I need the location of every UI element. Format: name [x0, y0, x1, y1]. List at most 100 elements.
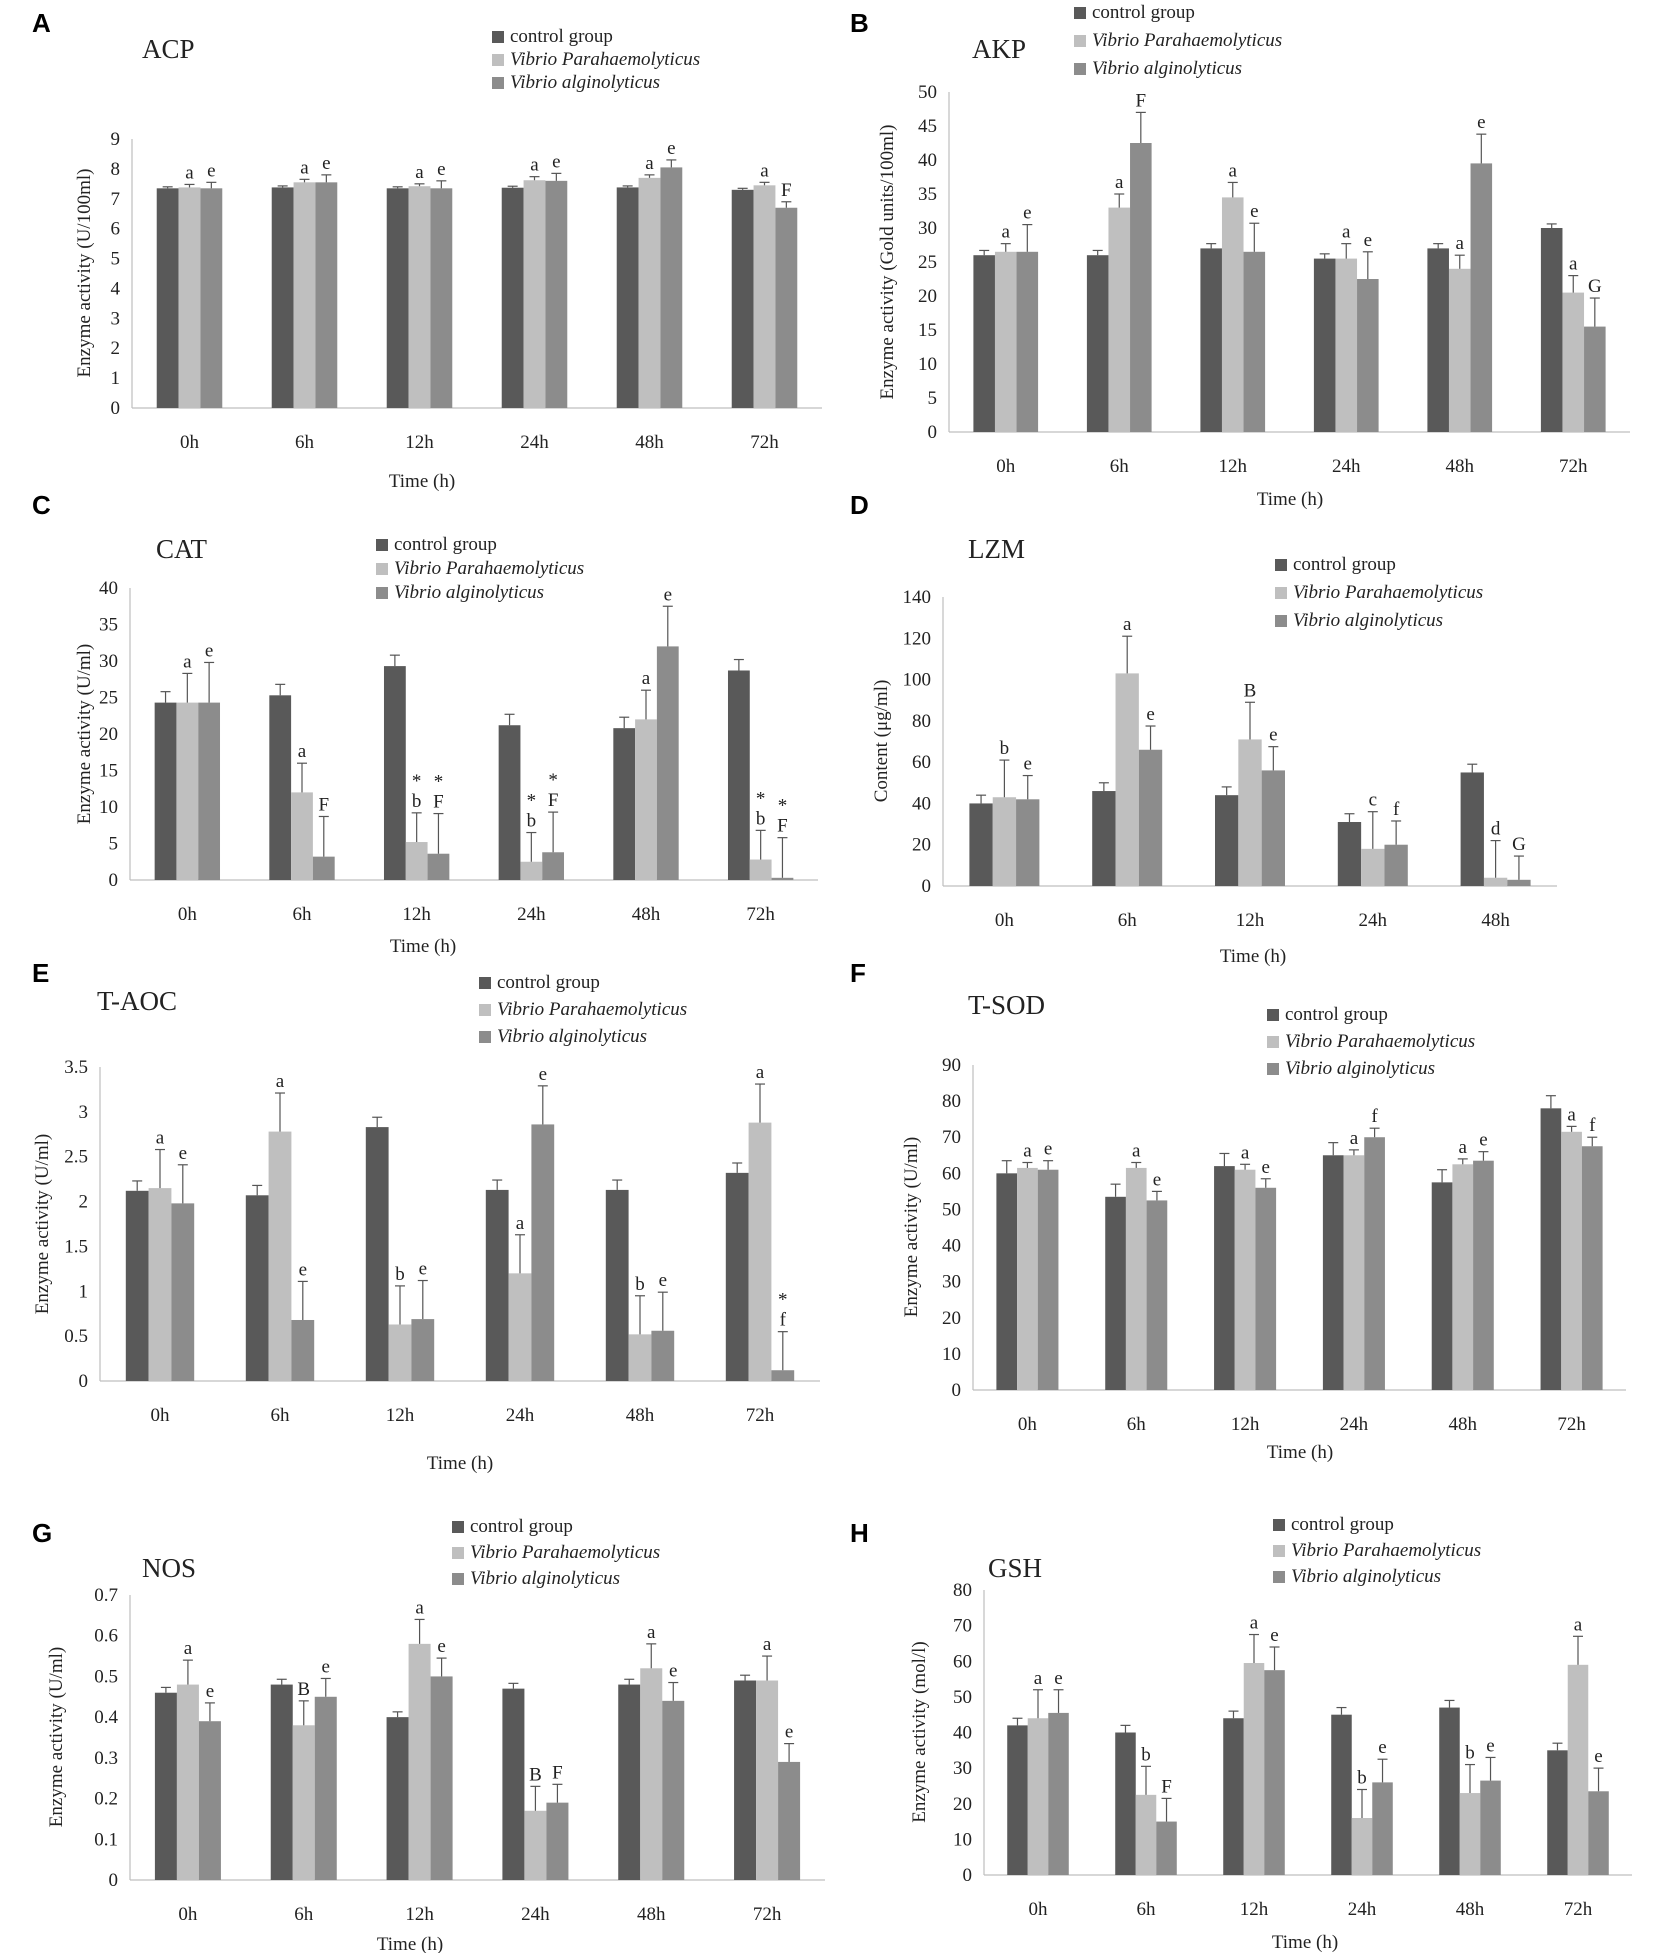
significance-label: e: [179, 1143, 187, 1164]
y-tick-label: 140: [903, 587, 932, 608]
legend-label: control group: [1291, 1514, 1394, 1535]
significance-label: e: [539, 1064, 547, 1085]
significance-label: e: [669, 1661, 677, 1682]
panel-letter: C: [32, 490, 51, 520]
bar: [992, 797, 1017, 886]
x-tick-label: 12h: [1240, 1899, 1269, 1920]
significance-label: e: [667, 138, 675, 159]
legend-label: Vibrio alginolyticus: [1291, 1566, 1441, 1587]
panel-letter: E: [32, 958, 49, 988]
significance-label: e: [1146, 704, 1154, 725]
x-tick-label: 6h: [1137, 1899, 1157, 1920]
bar: [430, 188, 453, 408]
x-tick-label: 48h: [626, 1405, 655, 1426]
x-tick-label: 12h: [386, 1405, 415, 1426]
legend-label: Vibrio Parahaemolyticus: [1092, 30, 1282, 51]
legend-label: control group: [394, 534, 497, 555]
bar: [125, 1190, 149, 1381]
significance-label: e: [1486, 1735, 1494, 1756]
bar: [1234, 1169, 1256, 1390]
y-tick-label: 20: [99, 724, 118, 745]
bar: [1547, 1750, 1568, 1875]
bar: [1562, 292, 1585, 432]
significance-label: e: [1054, 1668, 1062, 1689]
y-tick-label: 3.5: [64, 1057, 88, 1078]
bar: [994, 251, 1017, 432]
y-tick-label: 45: [918, 116, 937, 137]
bar: [753, 185, 776, 408]
legend-label: control group: [497, 972, 600, 993]
significance-label: F: [777, 816, 788, 837]
bar: [1037, 1169, 1059, 1390]
chart-panel-F: F T-SOD control group Vibrio Parahaemolytic…: [850, 958, 1626, 1463]
bar: [271, 187, 294, 408]
bar: [270, 1684, 293, 1880]
bar: [383, 666, 406, 880]
x-tick-label: 0h: [151, 1405, 171, 1426]
bar: [660, 167, 683, 408]
bar: [291, 792, 313, 880]
y-tick-label: 7: [111, 189, 121, 210]
significance-label: f: [1371, 1106, 1378, 1127]
bar: [618, 1684, 641, 1880]
legend-swatch: [1275, 615, 1287, 627]
y-axis-label: Enzyme activity (U/ml): [74, 644, 95, 824]
legend-label: Vibrio Parahaemolyticus: [1291, 1540, 1481, 1561]
significance-label: e: [1262, 1157, 1270, 1178]
legend-label: Vibrio alginolyticus: [1285, 1058, 1435, 1079]
x-tick-label: 72h: [746, 1405, 775, 1426]
x-tick-label: 72h: [753, 1904, 782, 1925]
significance-label: F: [1136, 90, 1147, 111]
bar: [1138, 749, 1163, 886]
bar: [1448, 268, 1471, 432]
significance-star: *: [778, 1290, 788, 1311]
bar: [1431, 1182, 1453, 1390]
bar: [1507, 879, 1531, 886]
bar: [154, 1692, 177, 1880]
x-tick-label: 48h: [1481, 910, 1510, 931]
legend-label: Vibrio alginolyticus: [497, 1026, 647, 1047]
significance-label: a: [1342, 222, 1351, 243]
x-axis-label: Time (h): [377, 1934, 443, 1953]
y-tick-label: 80: [942, 1091, 961, 1112]
y-tick-label: 0.4: [94, 1707, 118, 1728]
x-tick-label: 24h: [1348, 1899, 1377, 1920]
significance-label: a: [185, 162, 194, 183]
x-tick-label: 0h: [1029, 1899, 1049, 1920]
legend-label: control group: [510, 26, 613, 47]
significance-label: a: [1456, 233, 1465, 254]
x-tick-label: 72h: [1559, 456, 1588, 477]
y-tick-label: 4: [111, 278, 121, 299]
legend-label: Vibrio Parahaemolyticus: [394, 558, 584, 579]
y-axis-label: Enzyme activity (U/ml): [32, 1134, 53, 1314]
significance-label: e: [785, 1722, 793, 1743]
y-tick-label: 3: [111, 308, 121, 329]
bar: [291, 1319, 315, 1381]
significance-label: a: [1574, 1614, 1583, 1635]
significance-star: *: [548, 770, 558, 791]
bar: [1470, 163, 1493, 432]
x-tick-label: 12h: [402, 904, 431, 925]
x-tick-label: 6h: [293, 904, 313, 925]
chart-panel-G: G NOS control group Vibrio Parahaemolyticus…: [32, 1516, 825, 1953]
y-tick-label: 20: [953, 1794, 972, 1815]
y-axis-label: Enzyme activity (U/ml): [46, 1647, 67, 1827]
bar: [771, 877, 794, 880]
y-tick-label: 40: [942, 1236, 961, 1257]
bar: [520, 861, 543, 880]
panel-letter: H: [850, 1518, 869, 1548]
x-tick-label: 0h: [180, 432, 200, 453]
bar: [1322, 1155, 1344, 1390]
legend-swatch: [452, 1547, 464, 1559]
significance-label: e: [664, 584, 672, 605]
significance-label: a: [276, 1071, 285, 1092]
legend-swatch: [479, 977, 491, 989]
significance-label: e: [1044, 1139, 1052, 1160]
y-axis-label: Content (μg/ml): [871, 680, 892, 803]
significance-label: a: [645, 153, 654, 174]
significance-label: e: [1024, 754, 1032, 775]
bar: [1156, 1821, 1177, 1875]
significance-label: b: [1357, 1768, 1367, 1789]
chart-title: CAT: [156, 534, 208, 564]
